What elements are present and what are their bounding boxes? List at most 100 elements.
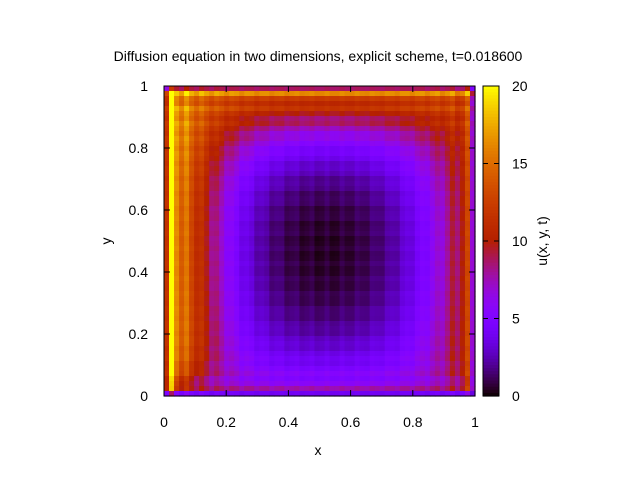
heatmap-cell <box>309 226 316 232</box>
heatmap-cell <box>464 356 471 362</box>
heatmap-cell <box>309 261 316 267</box>
heatmap-cell <box>429 146 436 152</box>
heatmap-cell <box>349 356 356 362</box>
heatmap-cell <box>264 316 270 322</box>
heatmap-cell <box>354 221 361 227</box>
heatmap-cell <box>459 191 466 197</box>
heatmap-cell <box>419 96 426 102</box>
heatmap-cell <box>319 221 326 227</box>
heatmap-cell <box>299 381 306 387</box>
heatmap-cell <box>344 391 351 397</box>
heatmap-cell <box>399 301 406 307</box>
heatmap-cell <box>204 111 210 117</box>
heatmap-cell <box>319 336 326 342</box>
heatmap-cell <box>304 386 311 392</box>
heatmap-cell <box>204 216 210 222</box>
heatmap-cell <box>394 266 401 272</box>
heatmap-cell <box>234 206 240 212</box>
heatmap-cell <box>459 116 466 122</box>
heatmap-cell <box>364 151 371 157</box>
heatmap-cell <box>309 161 316 167</box>
heatmap-cell <box>254 216 260 222</box>
heatmap-cell <box>214 351 220 357</box>
heatmap-cell <box>309 186 316 192</box>
heatmap-cell <box>294 331 301 337</box>
heatmap-cell <box>194 181 200 187</box>
heatmap-cell <box>359 286 366 292</box>
heatmap-cell <box>284 341 291 347</box>
heatmap-cell <box>409 266 416 272</box>
heatmap-cell <box>209 331 215 337</box>
heatmap-cell <box>444 116 451 122</box>
heatmap-cell <box>429 351 436 357</box>
heatmap-cell <box>434 296 441 302</box>
heatmap-cell <box>219 196 225 202</box>
heatmap-cell <box>249 221 255 227</box>
heatmap-cell <box>454 111 461 117</box>
heatmap-cell <box>419 326 426 332</box>
heatmap-cell <box>174 356 180 362</box>
heatmap-cell <box>254 196 260 202</box>
heatmap-cell <box>354 216 361 222</box>
heatmap-cell <box>284 306 291 312</box>
heatmap-cell <box>449 391 456 397</box>
heatmap-cell <box>364 106 371 112</box>
heatmap-cell <box>404 301 411 307</box>
heatmap-cell <box>439 256 446 262</box>
heatmap-cell <box>419 181 426 187</box>
heatmap-cell <box>264 121 270 127</box>
heatmap-cell <box>209 366 215 372</box>
heatmap-cell <box>194 251 200 257</box>
heatmap-cell <box>174 136 180 142</box>
heatmap-cell <box>454 241 461 247</box>
heatmap-cell <box>299 131 306 137</box>
heatmap-cell <box>229 221 235 227</box>
heatmap-cell <box>234 131 240 137</box>
heatmap-cell <box>429 261 436 267</box>
heatmap-cell <box>299 196 306 202</box>
heatmap-cell <box>314 191 321 197</box>
heatmap-cell <box>419 91 426 97</box>
heatmap-cell <box>249 151 255 157</box>
heatmap-cell <box>229 256 235 262</box>
heatmap-cell <box>244 106 250 112</box>
heatmap-cell <box>274 391 280 397</box>
heatmap-cell <box>204 296 210 302</box>
heatmap-cell <box>189 96 195 102</box>
heatmap-cell <box>324 216 331 222</box>
heatmap-cell <box>174 131 180 137</box>
heatmap-cell <box>384 276 391 282</box>
heatmap-cell <box>279 386 285 392</box>
colorbar-swatch <box>483 265 499 270</box>
heatmap-cell <box>314 231 321 237</box>
heatmap-cell <box>434 121 441 127</box>
heatmap-cell <box>464 371 471 377</box>
heatmap-cell <box>284 161 291 167</box>
heatmap-cell <box>214 151 220 157</box>
heatmap-cell <box>394 181 401 187</box>
heatmap-cell <box>404 276 411 282</box>
heatmap-cell <box>289 306 296 312</box>
heatmap-cell <box>399 281 406 287</box>
heatmap-cell <box>354 376 361 382</box>
heatmap-cell <box>379 351 386 357</box>
heatmap-cell <box>314 296 321 302</box>
heatmap-cell <box>424 211 431 217</box>
heatmap-cell <box>344 276 351 282</box>
heatmap-cell <box>374 321 381 327</box>
heatmap-cell <box>389 231 396 237</box>
heatmap-cell <box>199 386 205 392</box>
heatmap-cell <box>179 141 185 147</box>
heatmap-cell <box>384 311 391 317</box>
heatmap-cell <box>439 351 446 357</box>
heatmap-cell <box>299 341 306 347</box>
heatmap-cell <box>194 291 200 297</box>
heatmap-cell <box>274 186 280 192</box>
heatmap-cell <box>399 171 406 177</box>
heatmap-cell <box>184 241 190 247</box>
heatmap-cell <box>214 126 220 132</box>
heatmap-cell <box>279 206 285 212</box>
heatmap-cell <box>259 186 265 192</box>
heatmap-cell <box>399 346 406 352</box>
heatmap-cell <box>434 181 441 187</box>
